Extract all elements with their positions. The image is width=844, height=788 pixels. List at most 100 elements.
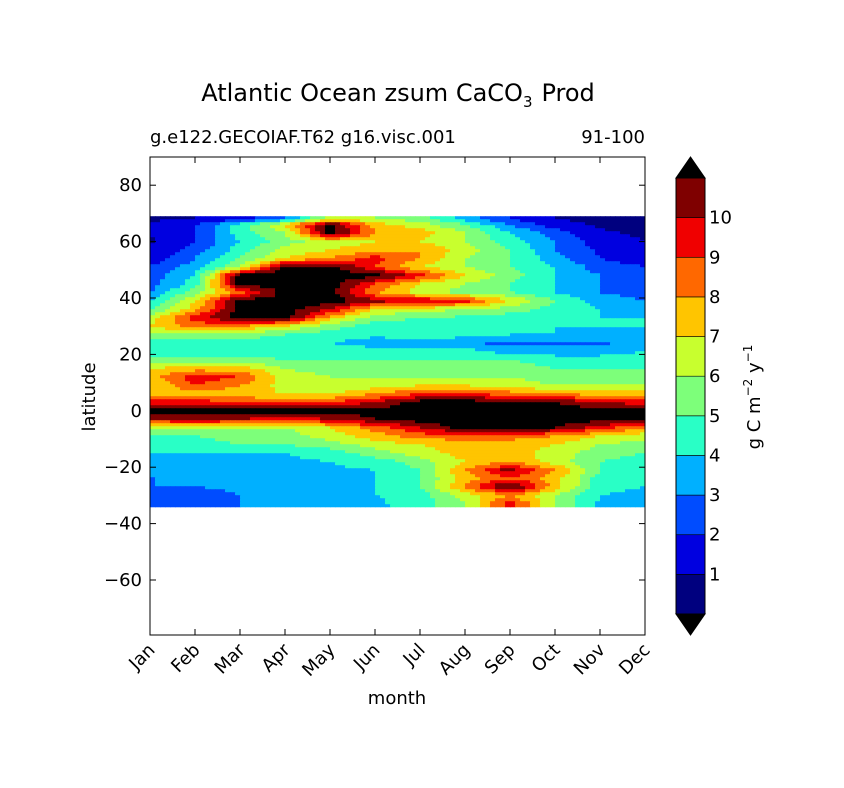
contour-cell — [195, 228, 201, 232]
contour-cell — [165, 237, 171, 241]
contour-cell — [460, 315, 466, 319]
contour-cell — [520, 357, 526, 361]
contour-cell — [160, 366, 166, 370]
contour-cell — [245, 330, 251, 334]
contour-cell — [290, 276, 296, 280]
contour-cell — [545, 285, 551, 289]
contour-cell — [465, 264, 471, 268]
contour-cell — [385, 363, 391, 367]
contour-cell — [480, 219, 486, 223]
contour-cell — [540, 336, 546, 340]
contour-cell — [155, 291, 161, 295]
contour-cell — [255, 330, 261, 334]
contour-cell — [610, 321, 616, 325]
contour-cell — [350, 333, 356, 337]
contour-cell — [325, 231, 331, 235]
contour-cell — [160, 312, 166, 316]
contour-cell — [380, 225, 386, 229]
contour-cell — [190, 225, 196, 229]
contour-cell — [240, 300, 246, 304]
contour-cell — [640, 306, 645, 310]
contour-cell — [575, 216, 581, 220]
contour-cell — [355, 288, 361, 292]
contour-cell — [540, 219, 546, 223]
contour-cell — [235, 309, 241, 313]
contour-cell — [465, 327, 471, 331]
contour-cell — [640, 315, 645, 319]
contour-cell — [305, 333, 311, 337]
contour-cell — [390, 249, 396, 253]
contour-cell — [325, 324, 331, 328]
contour-cell — [285, 351, 291, 355]
contour-cell — [185, 237, 191, 241]
contour-cell — [460, 282, 466, 286]
contour-cell — [310, 330, 316, 334]
contour-cell — [630, 234, 636, 238]
contour-cell — [475, 261, 481, 265]
contour-cell — [250, 252, 256, 256]
contour-cell — [190, 279, 196, 283]
contour-cell — [355, 324, 361, 328]
contour-cell — [425, 306, 431, 310]
contour-cell — [190, 285, 196, 289]
contour-cell — [460, 243, 466, 247]
contour-cell — [370, 342, 376, 346]
contour-cell — [470, 219, 476, 223]
contour-cell — [180, 294, 186, 298]
contour-cell — [475, 240, 481, 244]
contour-cell — [415, 291, 421, 295]
contour-cell — [280, 315, 286, 319]
contour-cell — [430, 297, 436, 301]
contour-cell — [525, 234, 531, 238]
contour-cell — [505, 258, 511, 262]
contour-cell — [195, 231, 201, 235]
contour-cell — [570, 282, 576, 286]
contour-cell — [245, 246, 251, 250]
contour-cell — [290, 249, 296, 253]
contour-cell — [425, 252, 431, 256]
contour-cell — [245, 306, 251, 310]
contour-cell — [295, 315, 301, 319]
contour-cell — [325, 318, 331, 322]
contour-cell — [505, 240, 511, 244]
contour-cell — [550, 306, 556, 310]
contour-cell — [540, 249, 546, 253]
contour-cell — [215, 339, 221, 343]
contour-cell — [320, 243, 326, 247]
contour-cell — [510, 261, 516, 265]
contour-cell — [285, 360, 291, 364]
contour-cell — [490, 249, 496, 253]
contour-cell — [170, 216, 176, 220]
contour-cell — [365, 216, 371, 220]
contour-cell — [475, 309, 481, 313]
contour-cell — [350, 240, 356, 244]
contour-cell — [545, 249, 551, 253]
contour-cell — [540, 282, 546, 286]
contour-cell — [390, 255, 396, 259]
contour-cell — [235, 282, 241, 286]
contour-cell — [360, 321, 366, 325]
contour-cell — [470, 321, 476, 325]
contour-cell — [415, 246, 421, 250]
contour-cell — [175, 291, 181, 295]
contour-cell — [610, 234, 616, 238]
contour-cell — [225, 348, 231, 352]
contour-cell — [435, 297, 441, 301]
contour-cell — [425, 267, 431, 271]
contour-cell — [335, 261, 341, 265]
contour-cell — [305, 252, 311, 256]
contour-cell — [385, 225, 391, 229]
contour-cell — [425, 291, 431, 295]
contour-cell — [290, 225, 296, 229]
contour-cell — [550, 318, 556, 322]
contour-cell — [300, 249, 306, 253]
contour-cell — [405, 309, 411, 313]
contour-cell — [495, 315, 501, 319]
contour-cell — [350, 285, 356, 289]
contour-cell — [285, 243, 291, 247]
contour-cell — [550, 261, 556, 265]
contour-cell — [490, 222, 496, 226]
contour-cell — [315, 255, 321, 259]
contour-cell — [155, 327, 161, 331]
contour-cell — [200, 360, 206, 364]
